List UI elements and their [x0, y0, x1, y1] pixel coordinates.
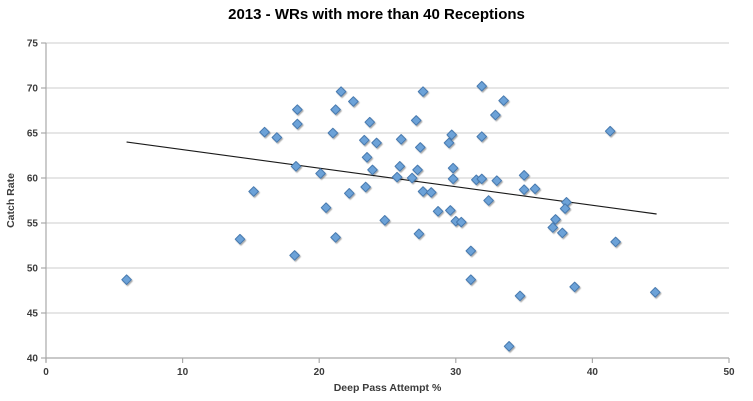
data-point	[465, 245, 477, 257]
data-point	[327, 127, 339, 139]
data-point	[320, 202, 332, 213]
data-point	[425, 187, 437, 198]
data-point	[443, 137, 455, 149]
data-point	[348, 96, 359, 107]
y-tick-label: 65	[27, 129, 39, 140]
data-point	[476, 131, 488, 142]
tick-labels: 40 45 50 55 60 65 70 75 0 10 20 30 40 50	[27, 39, 735, 379]
data-point	[476, 173, 488, 185]
data-point	[483, 195, 494, 206]
data-point	[490, 109, 501, 121]
data-point	[367, 164, 378, 176]
data-point	[446, 129, 458, 141]
data-point	[447, 173, 459, 185]
chart-title: 2013 - WRs with more than 40 Receptions	[228, 6, 525, 23]
x-axis-title: Deep Pass Attempt %	[334, 382, 442, 394]
x-tick-label: 20	[314, 367, 326, 378]
data-point	[417, 86, 429, 97]
data-point	[234, 233, 246, 245]
data-point	[394, 161, 406, 172]
data-point	[498, 95, 509, 106]
data-point	[271, 132, 283, 143]
data-point	[649, 287, 661, 298]
data-point	[292, 118, 303, 130]
data-point	[503, 341, 515, 352]
data-point	[379, 215, 391, 226]
data-point	[358, 134, 370, 146]
data-point	[391, 171, 403, 183]
data-point	[292, 104, 303, 115]
x-tick-label: 30	[450, 367, 462, 378]
data-point	[248, 186, 259, 197]
data-point	[514, 290, 526, 302]
y-tick-label: 40	[27, 354, 39, 365]
data-point	[361, 152, 373, 163]
y-tick-label: 60	[27, 174, 39, 185]
data-point	[604, 125, 616, 137]
data-point	[569, 281, 580, 293]
y-axis-title: Catch Rate	[5, 173, 17, 228]
data-point	[559, 203, 571, 214]
data-point	[289, 250, 300, 261]
data-point	[417, 186, 429, 197]
data-point	[371, 137, 382, 149]
y-tick-label: 75	[27, 39, 39, 50]
data-point	[465, 274, 477, 285]
data-point	[518, 170, 530, 181]
data-point	[414, 142, 426, 153]
data-point	[529, 183, 541, 195]
data-point	[610, 236, 621, 248]
y-tick-label: 45	[27, 309, 39, 320]
data-point	[557, 227, 568, 239]
data-point	[447, 162, 459, 174]
y-tick-label: 50	[27, 264, 39, 275]
x-tick-label: 0	[43, 367, 49, 378]
data-point	[410, 115, 422, 126]
data-point	[432, 206, 444, 217]
data-point	[259, 126, 270, 138]
data-point	[413, 228, 425, 240]
data-point	[412, 164, 423, 176]
data-point	[455, 216, 467, 228]
data-point	[343, 188, 355, 199]
data-points	[121, 80, 661, 352]
data-point	[445, 205, 456, 216]
data-point	[330, 232, 341, 243]
data-point	[360, 181, 371, 193]
x-tick-label: 10	[177, 367, 189, 378]
axes	[41, 42, 730, 363]
data-point	[395, 134, 407, 145]
axis-titles: Deep Pass Attempt % Catch Rate	[5, 173, 442, 394]
data-point	[476, 80, 488, 92]
x-tick-label: 50	[723, 367, 735, 378]
data-point	[330, 104, 341, 115]
data-point	[406, 172, 418, 184]
data-point	[290, 161, 302, 172]
data-point	[364, 116, 376, 128]
y-tick-label: 55	[27, 219, 39, 230]
data-point	[547, 222, 559, 233]
data-point	[491, 175, 503, 186]
data-point	[550, 214, 561, 225]
data-point	[121, 274, 132, 285]
x-tick-label: 40	[587, 367, 599, 378]
y-tick-label: 70	[27, 84, 39, 95]
data-point	[335, 86, 347, 97]
data-point	[518, 184, 530, 195]
data-point	[315, 168, 326, 179]
